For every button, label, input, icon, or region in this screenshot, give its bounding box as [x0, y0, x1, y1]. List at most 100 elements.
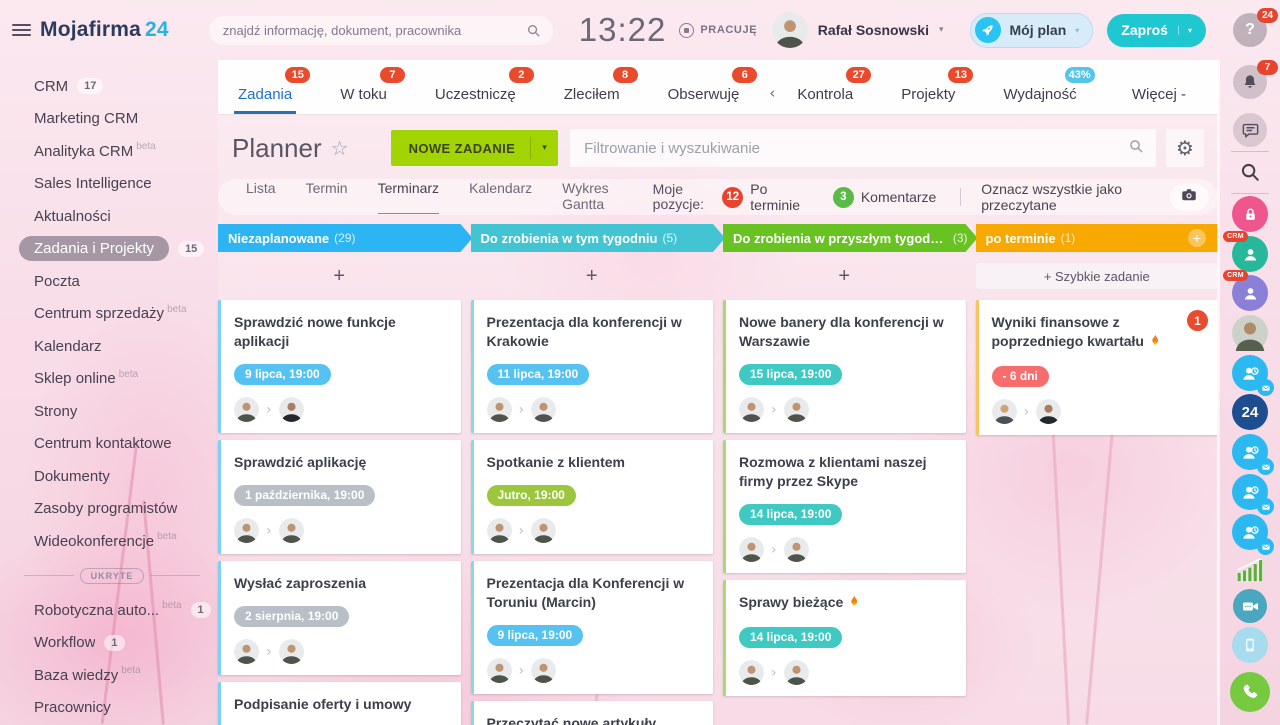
tab-zadania[interactable]: Zadania 15	[233, 60, 311, 114]
user-menu[interactable]: Rafał Sosnowski ▾	[771, 12, 944, 48]
task-card[interactable]: Rozmowa z klientami naszej firmy przez S…	[723, 440, 966, 573]
sidebar-item-wideokonferencje[interactable]: Wideokonferencje beta	[34, 525, 218, 558]
deadline-badge: 14 lipca, 19:00	[739, 504, 843, 525]
task-card[interactable]: Wysłać zaproszenia 2 sierpnia, 19:00 ›	[218, 561, 461, 675]
tab-kontrola[interactable]: Kontrola 27	[795, 60, 872, 114]
rail-bell-icon[interactable]: 7	[1233, 60, 1278, 99]
mark-all-read-link[interactable]: Oznacz wszystkie jako przeczytane	[981, 181, 1123, 213]
sidebar-item-centrum-sprzedaży[interactable]: Centrum sprzedaży beta	[34, 298, 218, 331]
filter-input[interactable]	[582, 138, 1128, 158]
rail-lock-icon[interactable]	[1232, 196, 1268, 232]
sidebar-item-analityka-crm[interactable]: Analityka CRM beta	[34, 135, 218, 168]
sidebar-item-kalendarz[interactable]: Kalendarz	[34, 330, 218, 363]
notification-badge: 7	[1257, 60, 1278, 75]
quick-task-button[interactable]: + Szybkie zadanie	[975, 263, 1218, 289]
rail-chart-icon[interactable]	[1235, 555, 1265, 585]
view-tab-termin[interactable]: Termin	[305, 180, 348, 196]
sidebar-item-workflow[interactable]: Workflow 1	[34, 627, 218, 660]
task-card[interactable]: Nowe banery dla konferencji w Warszawie 1…	[723, 300, 966, 433]
page-title: Planner	[232, 132, 322, 163]
sidebar-item-zasoby-programistów[interactable]: Zasoby programistów	[34, 493, 218, 526]
rail-crm-person-teal-icon[interactable]: CRM	[1223, 231, 1268, 272]
tab-obserwuję[interactable]: Obserwuję 6	[666, 60, 758, 114]
sidebar-item-dokumenty[interactable]: Dokumenty	[34, 460, 218, 493]
add-card-button[interactable]: +	[585, 265, 598, 287]
settings-gear-button[interactable]: ⚙	[1166, 129, 1204, 167]
app-logo[interactable]: Mojafirma 24	[40, 18, 169, 42]
sidebar-item-sales-intelligence[interactable]: Sales Intelligence	[34, 168, 218, 201]
sidebar-item-poczta[interactable]: Poczta	[34, 265, 218, 298]
task-card[interactable]: Prezentacja dla Konferencji w Toruniu (M…	[470, 561, 713, 694]
rail-help-icon[interactable]: ? 24	[1233, 8, 1278, 47]
task-title: Sprawdzić nowe funkcje aplikacji	[234, 314, 396, 349]
invite-button[interactable]: Zaproś ▾	[1107, 13, 1206, 47]
rail-tasks-person-icon[interactable]	[1232, 355, 1274, 396]
task-card[interactable]: Sprawdzić nowe funkcje aplikacji 9 lipca,…	[218, 300, 461, 433]
my-plan-button[interactable]: Mój plan ▾	[969, 12, 1094, 48]
rail-chat-icon[interactable]	[1233, 113, 1267, 147]
rail-user-avatar[interactable]	[1232, 315, 1268, 351]
overdue-filter[interactable]: 12 Po terminie	[722, 181, 807, 213]
rail-video-icon[interactable]	[1233, 589, 1267, 623]
comments-filter[interactable]: 3 Komentarze	[832, 186, 936, 208]
rail-phone-icon[interactable]	[1230, 672, 1270, 712]
task-card[interactable]: Sprawy bieżące 14 lipca, 19:00 ›	[723, 580, 966, 696]
tab-projekty[interactable]: Projekty 13	[899, 60, 974, 114]
column-header[interactable]: Niezaplanowane (29)	[218, 224, 473, 252]
view-tab-wykres-gantta[interactable]: Wykres Gantta	[562, 180, 609, 212]
sidebar-item-marketing-crm[interactable]: Marketing CRM	[34, 103, 218, 136]
work-status-button[interactable]: PRACUJĘ	[679, 22, 757, 38]
tab-więcej[interactable]: Więcej -	[1130, 60, 1188, 114]
envelope-icon	[1257, 538, 1274, 555]
sidebar-item-robotyczna-auto[interactable]: Robotyczna auto... beta 1	[34, 594, 218, 627]
add-card-button[interactable]: +	[838, 265, 851, 287]
menu-icon[interactable]	[12, 21, 31, 39]
column-header[interactable]: Do zrobienia w tym tygodniu (5)	[471, 224, 726, 252]
task-card[interactable]: Prezentacja dla konferencji w Krakowie 11…	[470, 300, 713, 433]
global-search-input[interactable]	[220, 21, 526, 39]
sidebar-item-centrum-kontaktowe[interactable]: Centrum kontaktowe	[34, 428, 218, 461]
column-add-row: +	[723, 252, 966, 300]
new-task-button[interactable]: NOWE ZADANIE ▾	[390, 130, 559, 166]
sidebar-item-sklep-online[interactable]: Sklep online beta	[34, 363, 218, 396]
rail-bitrix24-icon[interactable]: 24	[1232, 394, 1268, 430]
tab-uczestniczę[interactable]: Uczestniczę 2	[433, 60, 534, 114]
clock[interactable]: 13:22	[578, 11, 667, 48]
scrollbar[interactable]	[1217, 60, 1220, 725]
add-task-icon[interactable]: +	[1188, 229, 1206, 247]
view-tab-terminarz[interactable]: Terminarz	[377, 180, 440, 214]
filter-search[interactable]	[570, 129, 1156, 167]
task-card[interactable]: Przeczytać nowe artykuły Tomasza Z.Zakoń…	[470, 701, 713, 725]
sidebar-item-aktualności[interactable]: Aktualności	[34, 200, 218, 233]
sidebar-item-strony[interactable]: Strony	[34, 395, 218, 428]
crm-mini-badge: CRM	[1223, 231, 1248, 242]
tab-w-toku[interactable]: W toku 7	[338, 60, 405, 114]
view-tab-kalendarz[interactable]: Kalendarz	[469, 180, 533, 196]
task-card[interactable]: 1 Wyniki finansowe z poprzedniego kwartał…	[975, 300, 1218, 435]
rail-mobile-icon[interactable]	[1232, 627, 1268, 663]
tab-zleciłem[interactable]: Zleciłem 8	[562, 60, 638, 114]
column-header[interactable]: Do zrobienia w przyszłym tygodniu (3)	[723, 224, 978, 252]
add-card-button[interactable]: +	[333, 265, 346, 287]
sidebar-item-crm[interactable]: CRM 17	[34, 70, 218, 103]
rail-tasks-person-icon[interactable]	[1232, 474, 1274, 515]
favorite-star-icon[interactable]: ☆	[330, 136, 349, 160]
task-card[interactable]: Podpisanie oferty i umowy2 sierpnia, 19:…	[218, 682, 461, 725]
global-search[interactable]	[208, 15, 553, 45]
view-tab-lista[interactable]: Lista	[246, 180, 276, 196]
sidebar-item-pracownicy[interactable]: Pracownicy	[34, 692, 218, 725]
column-title: Do zrobienia w przyszłym tygodniu	[733, 230, 948, 246]
tab-wydajność[interactable]: Wydajność 43%	[1001, 60, 1095, 114]
sidebar-item-zadania-i-projekty[interactable]: Zadania i Projekty 15	[19, 233, 218, 266]
rail-search-icon[interactable]	[1237, 159, 1263, 185]
camera-button[interactable]	[1169, 183, 1210, 211]
rail-tasks-person-icon[interactable]	[1232, 434, 1274, 475]
sidebar-item-baza-wiedzy[interactable]: Baza wiedzy beta	[34, 659, 218, 692]
column-header[interactable]: po terminie (1) +	[975, 224, 1218, 252]
rail-crm-person-purple-icon[interactable]: CRM	[1223, 270, 1268, 311]
tabs-scroll-left-icon[interactable]: ‹	[769, 84, 776, 102]
rail-tasks-person-icon[interactable]	[1232, 514, 1274, 555]
task-card[interactable]: Spotkanie z klientem Jutro, 19:00 ›	[470, 440, 713, 554]
chevron-down-icon[interactable]: ▾	[542, 143, 548, 153]
task-card[interactable]: Sprawdzić aplikację 1 października, 19:00…	[218, 440, 461, 554]
